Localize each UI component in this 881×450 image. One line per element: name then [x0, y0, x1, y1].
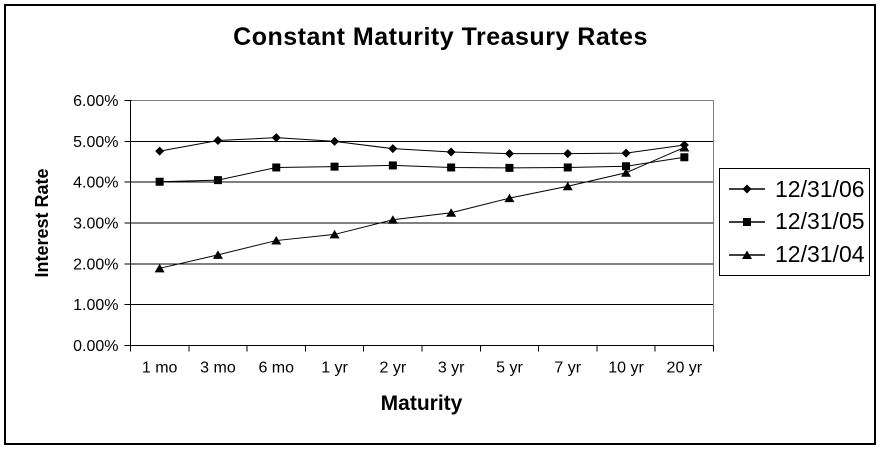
legend: 12/31/06 12/31/05 12/31/04: [719, 168, 870, 276]
legend-entry-12/31/05: 12/31/05: [728, 208, 869, 235]
data-point-marker: [505, 163, 514, 172]
triangle-marker-icon: [729, 250, 765, 259]
data-point-marker: [621, 148, 631, 158]
data-point-marker: [387, 215, 398, 224]
x-tick-label: 10 yr: [608, 360, 644, 377]
data-point-marker: [272, 163, 281, 172]
y-tick-label: 6.00%: [73, 93, 118, 110]
legend-label: 12/31/04: [775, 241, 865, 268]
y-tick-label: 4.00%: [73, 175, 118, 192]
square-marker-glyph: [743, 217, 751, 226]
data-point-marker: [155, 177, 164, 186]
x-tick-label: 2 yr: [380, 360, 407, 377]
x-tick-label: 1 yr: [321, 360, 348, 377]
triangle-marker-glyph: [742, 250, 752, 259]
data-point-marker: [330, 136, 340, 146]
data-point-marker: [446, 147, 456, 157]
data-point-marker: [330, 162, 339, 171]
data-point-marker: [154, 263, 165, 273]
data-point-marker: [504, 193, 515, 203]
data-point-marker: [155, 146, 165, 156]
x-tick-label: 6 mo: [258, 360, 294, 377]
square-marker-icon: [729, 217, 765, 226]
y-tick-label: 5.00%: [73, 134, 118, 151]
data-point-marker: [271, 236, 282, 245]
x-tick-label: 20 yr: [667, 360, 703, 377]
y-tick-label: 2.00%: [73, 256, 118, 273]
data-point-marker: [621, 168, 632, 177]
diamond-marker-icon: [729, 184, 765, 194]
legend-label: 12/31/05: [775, 208, 865, 235]
chart-title: Constant Maturity Treasury Rates: [233, 23, 648, 51]
data-point-marker: [212, 250, 223, 259]
legend-entry-12/31/06: 12/31/06: [728, 176, 869, 203]
series-line-12/31/06: [159, 137, 685, 155]
data-point-marker: [329, 229, 340, 239]
series-line-12/31/04: [159, 146, 685, 269]
data-point-marker: [680, 153, 689, 162]
data-point-marker: [213, 136, 223, 146]
legend-entry-12/31/04: 12/31/04: [728, 241, 869, 268]
series-line-12/31/05: [159, 156, 685, 183]
data-point-marker: [622, 162, 631, 171]
data-point-marker: [446, 208, 457, 217]
data-point-marker: [563, 149, 573, 159]
x-tick-label: 3 yr: [438, 360, 465, 377]
diamond-marker-glyph: [742, 184, 752, 194]
data-point-marker: [447, 163, 456, 172]
y-tick-label: 0.00%: [73, 338, 118, 355]
x-tick-label: 3 mo: [200, 360, 236, 377]
x-tick-label: 7 yr: [554, 360, 581, 377]
x-tick-label: 5 yr: [496, 360, 523, 377]
x-tick-label: 1 mo: [142, 360, 178, 377]
x-axis-title: Maturity: [380, 392, 463, 415]
data-point-marker: [563, 163, 572, 172]
data-point-marker: [679, 142, 690, 152]
data-point-marker: [562, 181, 573, 191]
data-point-marker: [271, 133, 281, 143]
data-point-marker: [213, 176, 222, 185]
y-tick-label: 3.00%: [73, 216, 118, 233]
data-point-marker: [388, 144, 398, 154]
legend-label: 12/31/06: [775, 175, 865, 202]
data-point-marker: [388, 161, 397, 170]
y-tick-label: 1.00%: [73, 297, 118, 314]
data-point-marker: [504, 149, 514, 159]
